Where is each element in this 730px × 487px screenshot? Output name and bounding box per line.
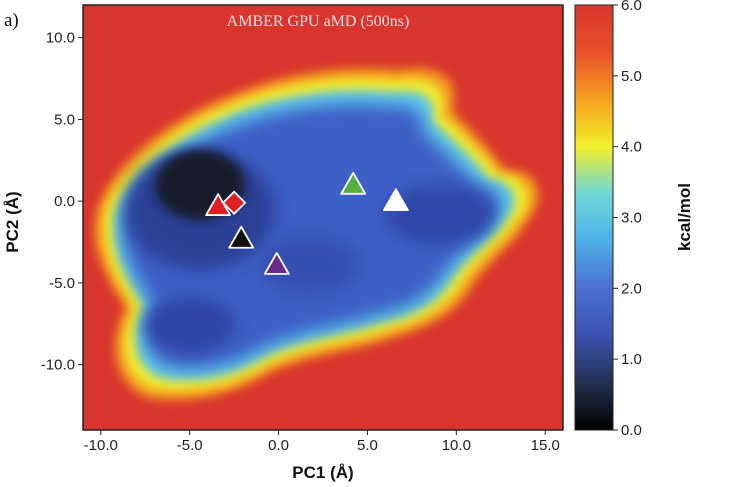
basin-deep-patch-center — [260, 235, 360, 295]
y-axis-ticks: 10.0 5.0 0.0 -5.0 -10.0 — [41, 30, 83, 374]
marker-triangle — [340, 171, 367, 195]
colorbar-tick-label: 1.0 — [621, 351, 642, 368]
colorbar-tick-label: 4.0 — [621, 139, 642, 156]
x-tick-label: 10.0 — [442, 437, 471, 454]
colorbar: 6.0 5.0 4.0 3.0 2.0 1.0 0.0 kcal/mol — [574, 0, 694, 439]
x-tick-label: 0.0 — [268, 437, 289, 454]
state-markers — [205, 171, 409, 275]
colorbar-tick-label: 6.0 — [621, 0, 642, 14]
x-tick-label: 15.0 — [531, 437, 560, 454]
colorbar-ticks: 6.0 5.0 4.0 3.0 2.0 1.0 0.0 — [613, 0, 642, 439]
y-tick-label: -10.0 — [41, 357, 75, 374]
x-tick-label: -10.0 — [84, 437, 118, 454]
y-tick-label: 5.0 — [54, 111, 75, 128]
x-tick-label: 5.0 — [357, 437, 378, 454]
basin-deep-patch-right — [385, 185, 495, 245]
marker-triangle — [382, 188, 409, 212]
x-axis-title: PC1 (Å) — [292, 463, 353, 482]
x-tick-label: -5.0 — [177, 437, 203, 454]
colorbar-tick-label: 5.0 — [621, 68, 642, 85]
y-tick-label: 0.0 — [54, 193, 75, 210]
x-axis-ticks: -10.0 -5.0 0.0 5.0 10.0 15.0 — [84, 430, 560, 454]
y-tick-label: 10.0 — [46, 30, 75, 47]
y-tick-label: -5.0 — [49, 275, 75, 292]
colorbar-tick-label: 0.0 — [621, 422, 642, 439]
marker-diamond — [221, 190, 247, 216]
panel-label: a) — [4, 10, 19, 31]
colorbar-tick-label: 2.0 — [621, 280, 642, 297]
y-axis-title: PC2 (Å) — [3, 191, 22, 252]
plot-frame — [82, 4, 564, 431]
basin-deep-patch-bottom — [145, 297, 235, 353]
chart-title: AMBER GPU aMD (500ns) — [227, 13, 410, 30]
colorbar-label: kcal/mol — [675, 183, 694, 251]
colorbar-tick-label: 3.0 — [621, 210, 642, 227]
colorbar-gradient — [574, 4, 614, 431]
marker-triangle — [263, 252, 290, 275]
heatmap-plot: AMBER GPU aMD (500ns) — [83, 5, 563, 430]
marker-triangle — [228, 225, 255, 249]
